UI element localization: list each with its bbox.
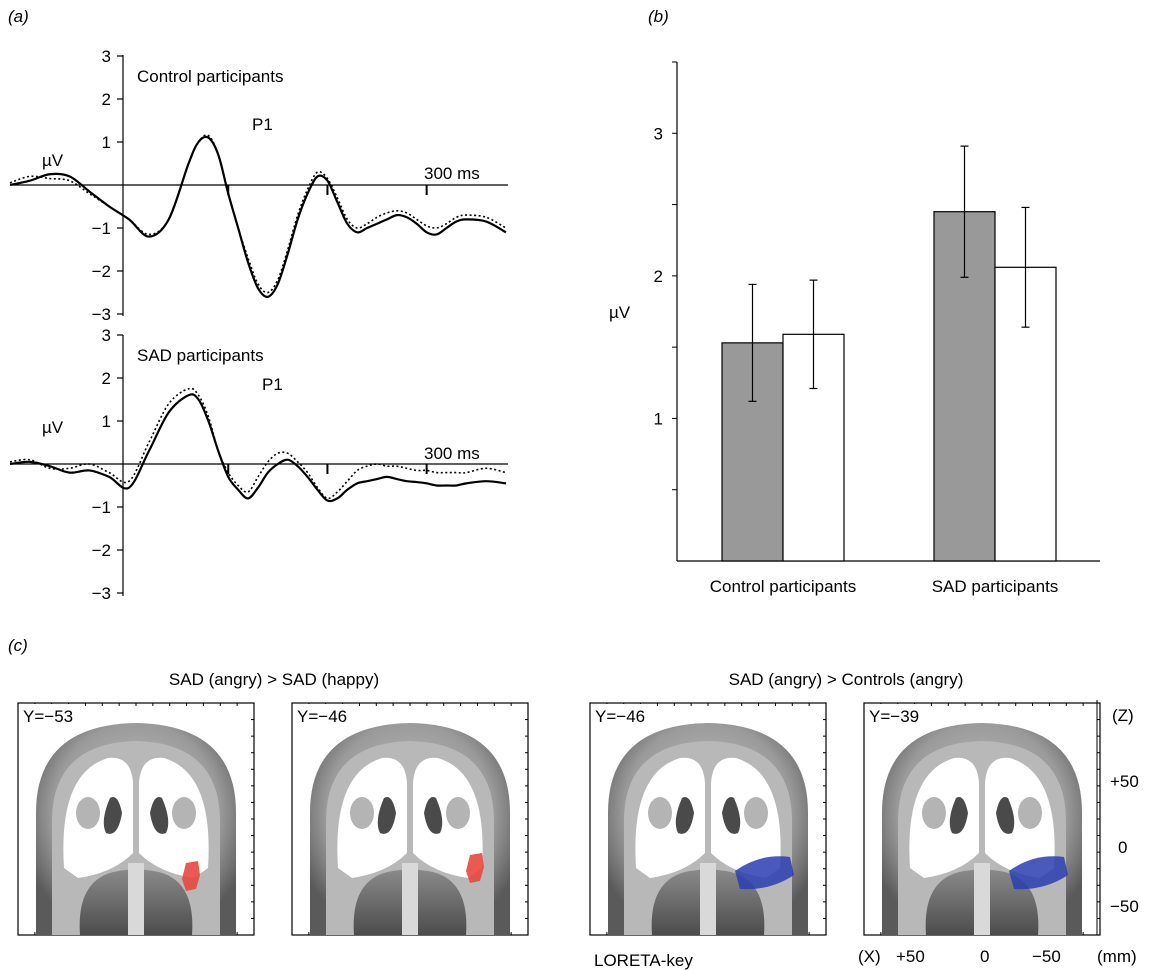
z-tick-plus50: +50 [1110, 772, 1139, 791]
group-label: SAD participants [137, 346, 264, 365]
brain-slice: Y=−46 [589, 702, 827, 936]
ventricle [424, 797, 443, 834]
brain-slice: Y=−39 [863, 702, 1101, 936]
y-tick-group [117, 55, 123, 315]
y-tick-label: −3 [92, 305, 111, 324]
unit-label: µV [42, 418, 64, 437]
z-tick-minus50: −50 [1110, 897, 1139, 916]
x-unit-label: (mm) [1097, 947, 1137, 966]
category-label-control: Control participants [710, 577, 856, 596]
category-label-sad: SAD participants [932, 577, 1059, 596]
time-label: 300 ms [424, 444, 480, 463]
waveform-solid [9, 135, 507, 298]
gray-matter [648, 797, 672, 829]
slice-label: Y=−53 [23, 707, 73, 726]
x-axis-c: (X) +50 0 −50 (mm) [858, 947, 1137, 966]
ventricle [722, 797, 741, 834]
x-tick-group [227, 185, 428, 195]
y-tick-label: −1 [92, 219, 111, 238]
y-tick-label: −3 [92, 584, 111, 603]
slice-label-bg [865, 704, 929, 728]
slice-label: Y=−46 [297, 707, 347, 726]
z-axis-label: (Z) [1112, 706, 1134, 725]
bar-chart: 1 2 3 µV Control participants SAD particip… [609, 61, 1100, 596]
x-tick-group [227, 464, 428, 474]
ventricle [150, 797, 169, 834]
brainstem [128, 863, 144, 935]
y-tick-group: 1 2 3 [654, 61, 677, 491]
brainstem [700, 863, 716, 935]
brainstem [402, 863, 418, 935]
erp-plot-control: 3 2 1 −1 −2 −3 Control participants µV P1 300… [9, 47, 508, 324]
gray-matter [744, 797, 768, 829]
y-tick-label: −1 [92, 498, 111, 517]
brain-slice: Y=−46 [291, 702, 529, 936]
y-tick-label: 1 [654, 409, 663, 428]
x-tick-minus50: −50 [1032, 947, 1061, 966]
y-tick-label: −2 [92, 262, 111, 281]
waveform-solid [9, 393, 507, 503]
brain-slices: Y=−53 Y=−46 Y=−46 Y=−39 [17, 702, 1101, 936]
x-axis-label: (X) [858, 947, 881, 966]
y-tick-group [117, 334, 123, 594]
y-tick-label: 1 [102, 133, 111, 152]
x-tick-plus50: +50 [896, 947, 925, 966]
activation-cluster [466, 853, 484, 883]
right-title: SAD (angry) > Controls (angry) [729, 670, 964, 689]
activation-cluster [735, 856, 794, 890]
gray-matter [1018, 797, 1042, 829]
slice-label-bg [591, 704, 655, 728]
y-tick-label: 2 [102, 90, 111, 109]
brain-slice: Y=−53 [17, 702, 255, 936]
y-tick-label: 2 [654, 267, 663, 286]
y-tick-label: 3 [102, 47, 111, 66]
gray-matter [922, 797, 946, 829]
gray-matter [446, 797, 470, 829]
panel-a-label: (a) [8, 7, 29, 26]
panel-b-label: (b) [648, 7, 669, 26]
gray-matter [76, 797, 100, 829]
x-tick-0: 0 [980, 947, 989, 966]
y-tick-label: 2 [102, 369, 111, 388]
ventricle [103, 797, 122, 834]
gray-matter [350, 797, 374, 829]
slice-label: Y=−39 [869, 707, 919, 726]
z-tick-0: 0 [1118, 838, 1127, 857]
loreta-key-label: LORETA-key [594, 951, 693, 970]
group-label: Control participants [137, 67, 283, 86]
left-title: SAD (angry) > SAD (happy) [169, 670, 379, 689]
y-tick-labels: 3 2 1 −1 −2 −3 [92, 47, 111, 324]
slice-label-bg [293, 704, 357, 728]
ventricle [675, 797, 694, 834]
erp-plot-sad: 3 2 1 −1 −2 −3 SAD participants µV P1 300 ms [9, 326, 508, 603]
unit-label: µV [42, 151, 64, 170]
bar-group [721, 145, 1057, 562]
slice-label: Y=−46 [595, 707, 645, 726]
z-axis: (Z) +50 0 −50 [1096, 700, 1139, 935]
y-tick-label: −2 [92, 541, 111, 560]
ventricle [377, 797, 396, 834]
time-label: 300 ms [424, 164, 480, 183]
ventricle [996, 797, 1015, 834]
activation-cluster [182, 861, 200, 891]
y-tick-labels: 3 2 1 −1 −2 −3 [92, 326, 111, 603]
activation-cluster [1009, 856, 1068, 890]
y-tick-label: 3 [102, 326, 111, 345]
gray-matter [172, 797, 196, 829]
peak-label: P1 [262, 375, 283, 394]
waveform-dotted [9, 134, 507, 294]
panel-c-label: (c) [8, 636, 28, 655]
y-tick-label: 3 [654, 124, 663, 143]
y-axis-label: µV [609, 303, 631, 322]
y-tick-label: 1 [102, 412, 111, 431]
slice-label-bg [19, 704, 83, 728]
brainstem [974, 863, 990, 935]
peak-label: P1 [252, 115, 273, 134]
ventricle [949, 797, 968, 834]
